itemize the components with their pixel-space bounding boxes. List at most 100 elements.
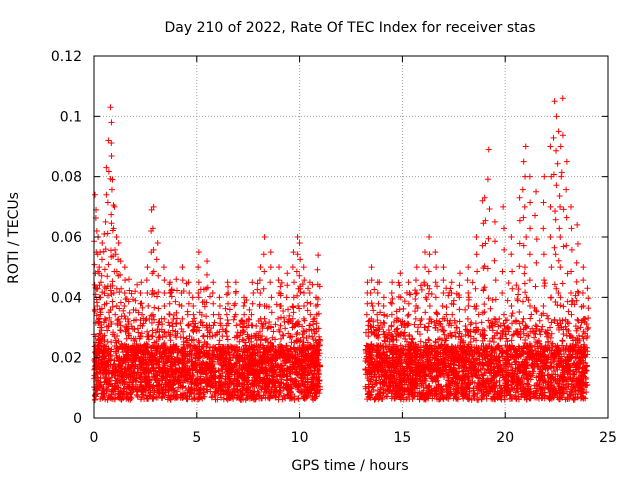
data-point — [191, 315, 198, 322]
data-point — [178, 372, 185, 379]
data-point — [270, 328, 277, 335]
data-point — [133, 341, 140, 348]
data-point — [96, 385, 103, 392]
data-point — [443, 285, 450, 292]
data-point — [178, 361, 185, 368]
data-point — [138, 360, 145, 367]
data-point — [289, 303, 296, 310]
data-point — [239, 336, 246, 343]
data-point — [231, 350, 238, 357]
data-point — [307, 367, 314, 374]
data-point — [412, 296, 419, 303]
data-point — [113, 352, 120, 359]
data-point — [151, 304, 158, 311]
data-point — [97, 395, 104, 402]
data-point — [104, 386, 111, 393]
data-point — [239, 380, 246, 387]
data-point — [310, 318, 317, 325]
data-point — [505, 280, 512, 287]
data-point — [253, 367, 260, 374]
data-point — [166, 376, 173, 383]
data-point — [223, 349, 230, 356]
data-point — [231, 302, 238, 309]
data-point — [258, 361, 265, 368]
data-point — [277, 369, 284, 376]
data-point — [234, 394, 241, 401]
data-point — [117, 393, 124, 400]
data-point — [199, 322, 206, 329]
data-point — [168, 286, 175, 293]
data-point — [226, 375, 233, 382]
data-point — [111, 383, 118, 390]
data-point — [305, 285, 312, 292]
data-point — [380, 319, 387, 326]
data-point — [277, 335, 284, 342]
data-point — [211, 369, 218, 376]
data-point — [299, 281, 306, 288]
data-point — [222, 305, 229, 312]
data-point — [151, 316, 158, 323]
data-point — [290, 344, 297, 351]
data-point — [115, 315, 122, 322]
data-point — [179, 392, 186, 399]
data-point — [250, 366, 257, 373]
data-point — [159, 386, 166, 393]
data-point — [114, 384, 121, 391]
data-point — [210, 364, 217, 371]
data-point — [295, 371, 302, 378]
data-point — [288, 394, 295, 401]
data-point — [239, 352, 246, 359]
data-point — [106, 369, 113, 376]
data-point — [278, 343, 285, 350]
data-point — [294, 383, 301, 390]
data-point — [425, 336, 432, 343]
data-point — [412, 308, 419, 315]
data-point — [94, 377, 101, 384]
data-point — [195, 349, 202, 356]
data-point — [243, 324, 250, 331]
data-point — [109, 298, 116, 305]
data-point — [157, 375, 164, 382]
data-point — [508, 313, 515, 320]
data-point — [215, 367, 222, 374]
data-point — [92, 358, 99, 365]
data-point — [293, 381, 300, 388]
data-point — [207, 293, 213, 300]
data-point — [287, 345, 294, 352]
data-point — [156, 333, 163, 340]
data-point — [169, 323, 176, 330]
data-point — [116, 354, 123, 361]
data-point — [106, 314, 113, 321]
data-point — [311, 363, 318, 370]
data-point — [181, 377, 188, 384]
data-point — [192, 365, 199, 372]
data-point — [250, 379, 257, 386]
data-point — [277, 322, 284, 329]
data-point — [195, 354, 202, 361]
data-point — [121, 355, 128, 362]
data-point — [163, 347, 170, 354]
data-point — [100, 394, 107, 401]
data-point — [286, 334, 293, 341]
data-point — [192, 355, 199, 362]
data-point — [183, 395, 190, 402]
data-point — [236, 338, 243, 345]
data-point — [104, 338, 111, 345]
data-point — [95, 336, 102, 343]
data-point — [133, 388, 140, 395]
data-point — [117, 327, 124, 334]
data-point — [125, 370, 132, 377]
data-point — [134, 281, 141, 288]
data-point — [243, 344, 250, 351]
data-point — [293, 358, 300, 365]
data-point — [478, 319, 485, 326]
data-point — [233, 394, 240, 401]
data-point — [177, 382, 184, 389]
data-point — [254, 286, 261, 293]
data-point — [180, 334, 187, 341]
data-point — [238, 392, 245, 399]
data-point — [191, 378, 198, 385]
data-point — [225, 386, 232, 393]
data-point — [253, 375, 260, 382]
data-point — [242, 354, 249, 361]
